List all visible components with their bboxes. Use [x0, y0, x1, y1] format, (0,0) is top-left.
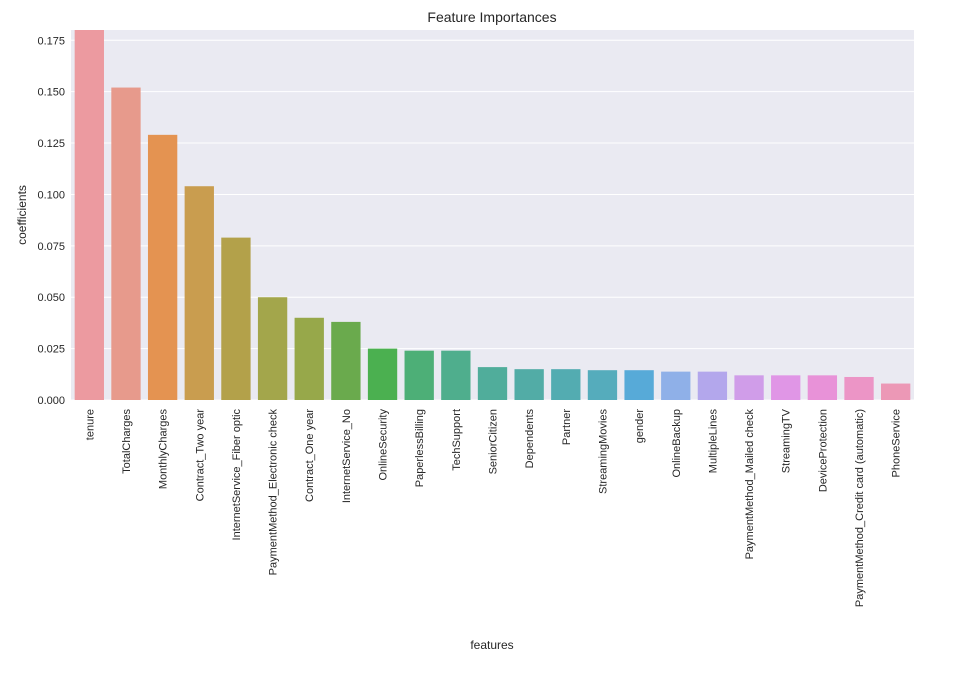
y-axis-label: coefficients [15, 185, 29, 245]
bar-0 [74, 30, 104, 400]
bar-19 [771, 375, 801, 400]
y-tick-label-2: 0.050 [37, 292, 65, 304]
bar-12 [514, 369, 544, 400]
y-tick-label-3: 0.075 [37, 241, 65, 253]
bar-17 [697, 371, 728, 400]
x-tick-label-5: PaymentMethod_Electronic check [268, 409, 280, 576]
y-tick-label-4: 0.100 [37, 189, 65, 201]
y-tick-label-6: 0.150 [37, 87, 65, 99]
bar-5 [257, 297, 288, 400]
x-tick-label-0: tenure [84, 409, 96, 440]
bar-6 [294, 317, 324, 400]
y-tick-label-1: 0.025 [37, 344, 65, 356]
x-tick-label-15: gender [634, 409, 646, 444]
y-tick-label-0: 0.000 [37, 395, 65, 407]
y-tick-label-5: 0.125 [37, 138, 65, 150]
x-tick-label-19: StreamingTV [781, 408, 793, 473]
x-tick-label-16: OnlineBackup [671, 409, 683, 478]
bar-11 [477, 367, 508, 400]
bar-22 [881, 383, 911, 400]
x-tick-label-2: MonthlyCharges [158, 409, 170, 490]
x-tick-label-7: InternetService_No [341, 409, 353, 503]
y-tick-labels: 0.000 0.025 0.050 0.075 0.100 0.125 0.150 0.175 [37, 35, 65, 407]
x-tick-labels: tenure TotalCharges MonthlyCharges Contract… [84, 408, 902, 607]
bar-3 [184, 186, 214, 400]
x-tick-label-3: Contract_Two year [194, 409, 206, 502]
x-tick-label-8: OnlineSecurity [378, 409, 390, 481]
bar-20 [807, 375, 838, 400]
bar-1 [111, 87, 141, 401]
x-tick-label-17: MultipleLines [707, 409, 719, 474]
x-tick-label-12: Dependents [524, 409, 536, 469]
bar-2 [147, 134, 178, 401]
bar-4 [221, 237, 251, 400]
x-tick-label-14: StreamingMovies [597, 409, 609, 494]
x-tick-label-18: PaymentMethod_Mailed check [744, 409, 756, 560]
x-tick-label-11: SeniorCitizen [488, 409, 500, 474]
bar-8 [367, 348, 398, 400]
bar-21 [844, 376, 874, 400]
bar-13 [551, 369, 581, 400]
bar-10 [441, 350, 471, 400]
bar-16 [661, 371, 691, 400]
x-tick-label-13: Partner [561, 409, 573, 445]
x-tick-label-20: DeviceProtection [817, 409, 829, 492]
x-tick-label-21: PaymentMethod_Credit card (automatic) [854, 409, 866, 607]
y-tick-label-7: 0.175 [37, 35, 65, 47]
x-tick-label-4: InternetService_Fiber optic [231, 409, 243, 541]
bar-15 [624, 370, 654, 400]
bar-18 [734, 375, 764, 400]
chart-title: Feature Importances [427, 9, 556, 25]
x-tick-label-9: PaperlessBilling [414, 409, 426, 487]
bar-9 [404, 350, 434, 400]
x-axis-label: features [470, 638, 513, 652]
x-tick-label-10: TechSupport [451, 409, 463, 471]
x-tick-label-6: Contract_One year [304, 409, 316, 502]
bar-7 [331, 321, 361, 400]
bars [74, 30, 911, 401]
x-tick-label-1: TotalCharges [121, 409, 133, 474]
bar-14 [587, 370, 618, 400]
x-tick-label-22: PhoneService [891, 409, 903, 478]
